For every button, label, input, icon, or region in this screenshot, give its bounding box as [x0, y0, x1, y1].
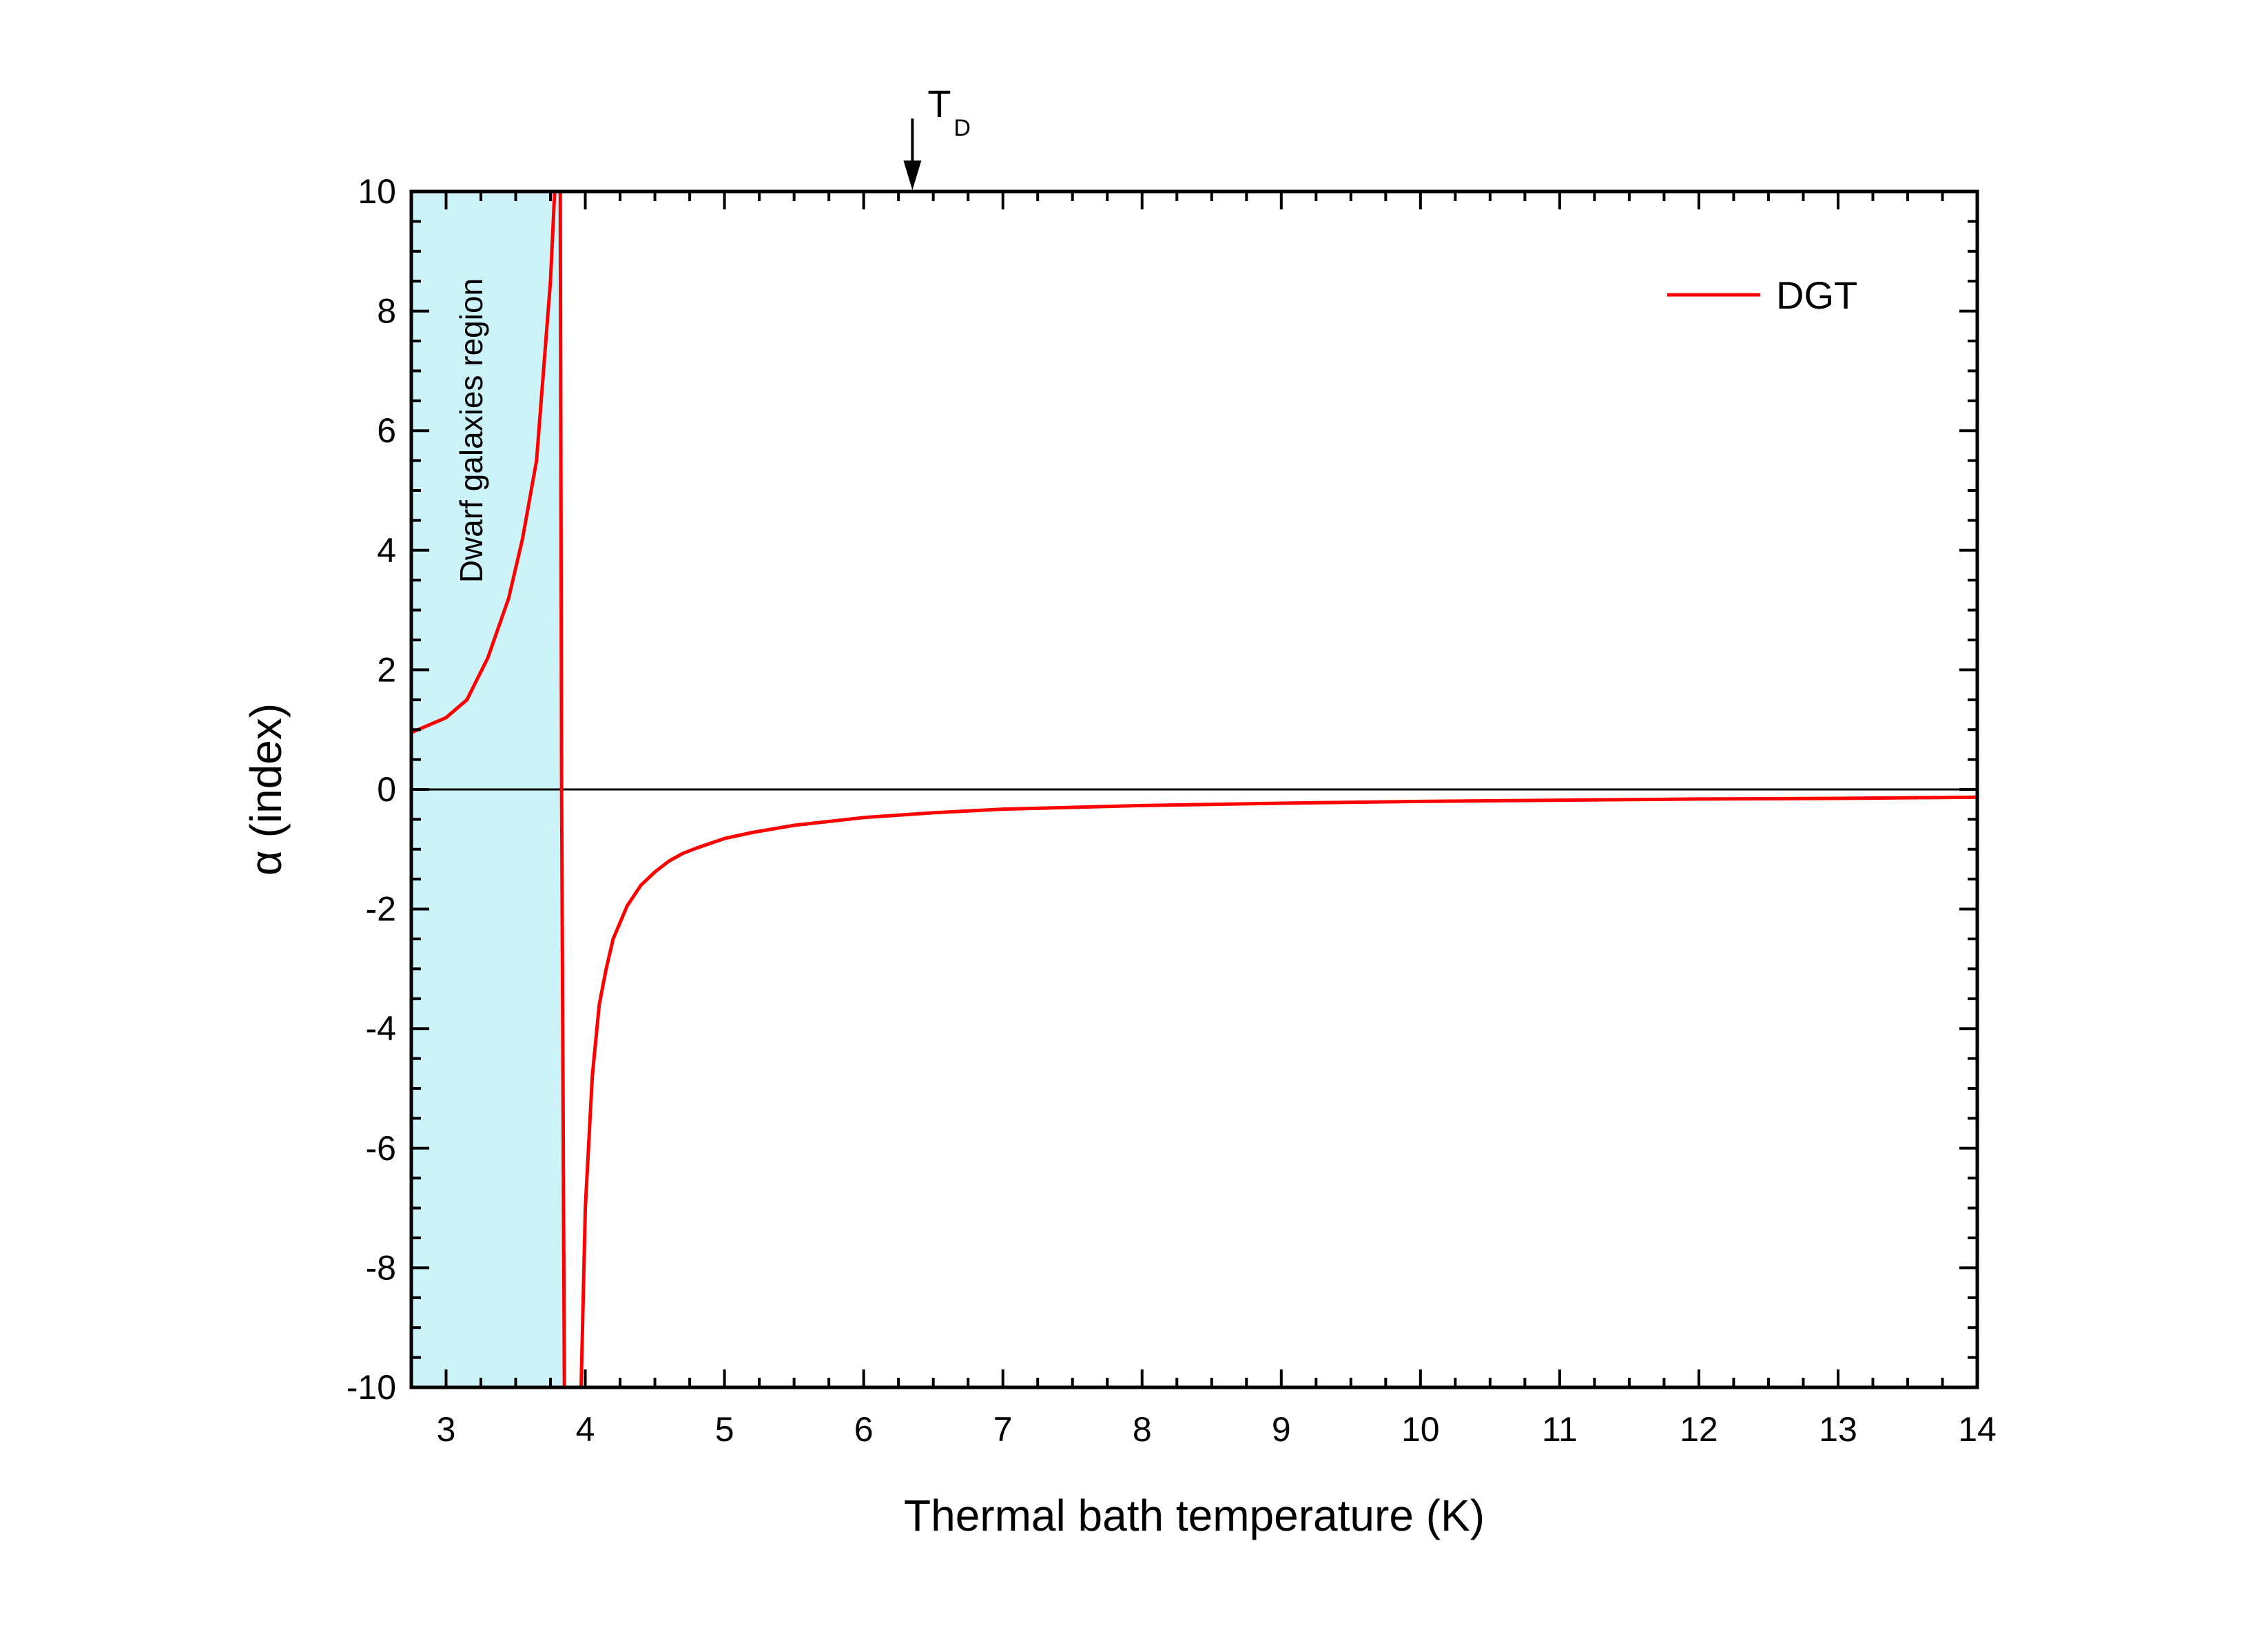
x-tick-label: 5: [715, 1410, 734, 1449]
y-tick-label: 2: [377, 650, 396, 689]
x-tick-label: 6: [854, 1410, 874, 1449]
x-axis-title: Thermal bath temperature (K): [904, 1491, 1485, 1540]
y-tick-label: -2: [366, 890, 396, 929]
y-tick-label: 0: [377, 770, 396, 809]
series-line-dgt-segment-1: [411, 189, 558, 734]
legend-label-dgt: DGT: [1776, 273, 1857, 317]
y-tick-label: 4: [377, 531, 396, 570]
y-axis-title: α (index): [241, 703, 291, 876]
series-layer: [411, 189, 1978, 1388]
x-tick-label: 10: [1401, 1410, 1440, 1449]
x-tick-label: 12: [1680, 1410, 1718, 1449]
axes-layer: [409, 189, 1979, 1389]
y-tick-label: -6: [366, 1129, 396, 1168]
x-tick-label: 9: [1272, 1410, 1291, 1449]
shaded-region-label: Dwarf galaxies region: [453, 278, 489, 583]
x-tick-label: 8: [1133, 1410, 1152, 1449]
labels-layer: 3 4 5 6 7 8 9 10 11 12 13 14 -10 -8 -6 -4 -2 0 2 4 6 8 10 Therm…: [241, 82, 1997, 1540]
y-tick-label: 8: [377, 292, 396, 331]
x-tick-label: 11: [1542, 1410, 1578, 1449]
y-tick-label: 6: [377, 411, 396, 450]
series-line-dgt-segment-3: [579, 795, 1978, 1388]
series-line-dgt-segment-2: [558, 191, 566, 1388]
y-tick-label: -10: [347, 1368, 396, 1407]
x-tick-label: 14: [1958, 1410, 1997, 1449]
x-tick-label: 7: [993, 1410, 1013, 1449]
y-tick-label: -8: [366, 1248, 396, 1287]
td-marker-subscript: D: [953, 115, 971, 141]
x-tick-label: 3: [437, 1410, 456, 1449]
td-marker-label: T: [927, 82, 951, 125]
x-tick-label: 13: [1819, 1410, 1857, 1449]
x-tick-label: 4: [576, 1410, 595, 1449]
y-tick-label: -4: [366, 1009, 396, 1048]
y-tick-label: 10: [358, 172, 396, 211]
td-arrow-head: [903, 161, 922, 190]
